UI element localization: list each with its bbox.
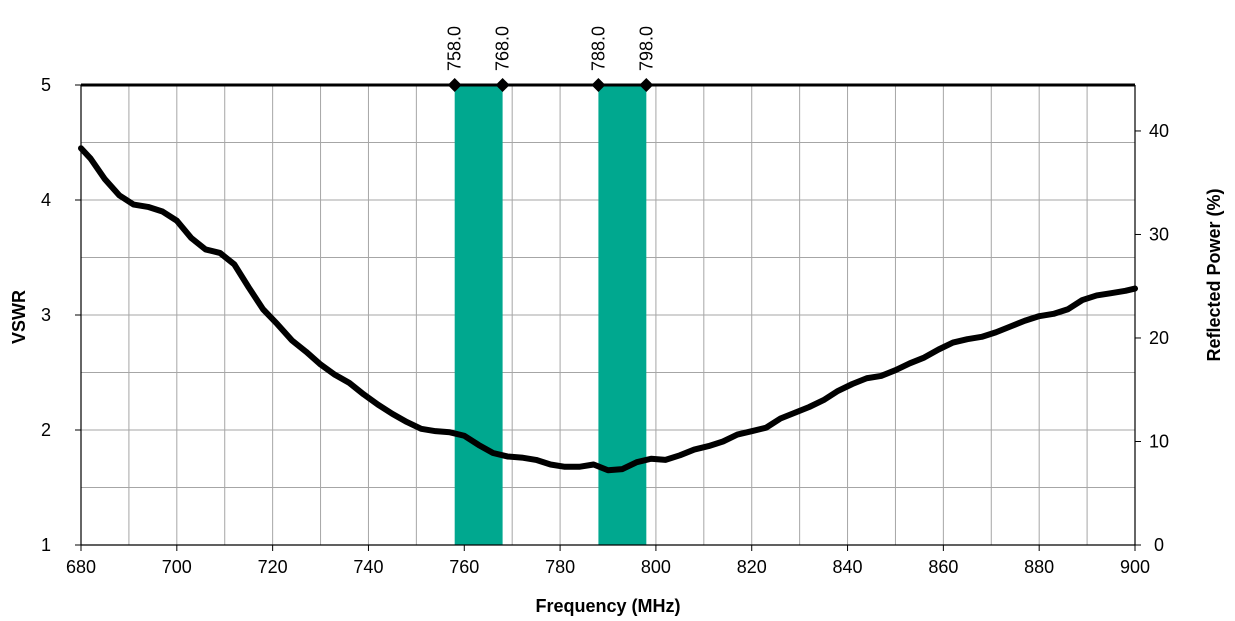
x-tick-label: 760: [449, 557, 479, 577]
x-tick-label: 900: [1120, 557, 1150, 577]
y-tick-labels: 1 2 3 4 5: [41, 75, 51, 555]
y-tick-label: 1: [41, 535, 51, 555]
y-tick-label: 5: [41, 75, 51, 95]
plot-frame: [75, 83, 1141, 551]
band-markers: [447, 78, 654, 92]
x-tick-label: 700: [162, 557, 192, 577]
y-tick-label: 2: [41, 420, 51, 440]
x-axis-title: Frequency (MHz): [535, 596, 680, 616]
x-tick-label: 780: [545, 557, 575, 577]
y2-tick-label: 20: [1149, 328, 1169, 348]
x-tick-label: 680: [66, 557, 96, 577]
y2-tick-label: 10: [1149, 431, 1169, 451]
series-layer: [78, 145, 1138, 474]
x-tick-label: 840: [833, 557, 863, 577]
band-edge-label: 768.0: [493, 26, 513, 71]
y-tick-label: 4: [41, 190, 51, 210]
y2-axis-title: Reflected Power (%): [1204, 188, 1224, 361]
y-axis-title: VSWR: [9, 290, 29, 344]
band-labels: 758.0 768.0 788.0 798.0: [445, 26, 657, 71]
x-tick-label: 800: [641, 557, 671, 577]
band-edge-marker: [639, 78, 654, 92]
band-edge-marker: [495, 78, 510, 92]
band-edge-label: 798.0: [636, 26, 656, 71]
band-edge-marker: [591, 78, 606, 92]
x-tick-labels: 680 700 720 740 760 780 800 820 840 860 880 900: [66, 557, 1150, 577]
band-2: [598, 85, 647, 545]
y-tick-label: 3: [41, 305, 51, 325]
x-tick-label: 860: [928, 557, 958, 577]
x-tick-label: 820: [737, 557, 767, 577]
x-tick-label: 720: [258, 557, 288, 577]
y2-tick-labels: 0 10 20 30 40: [1149, 121, 1169, 555]
band-edge-marker: [447, 78, 462, 92]
x-tick-label: 740: [353, 557, 383, 577]
series-line-1: [78, 145, 1138, 474]
y2-tick-label: 0: [1154, 535, 1164, 555]
y2-tick-label: 30: [1149, 224, 1169, 244]
band-edge-label: 758.0: [445, 26, 465, 71]
band-1: [454, 85, 503, 545]
x-tick-label: 880: [1024, 557, 1054, 577]
band-edge-label: 788.0: [588, 26, 608, 71]
y2-tick-label: 40: [1149, 121, 1169, 141]
